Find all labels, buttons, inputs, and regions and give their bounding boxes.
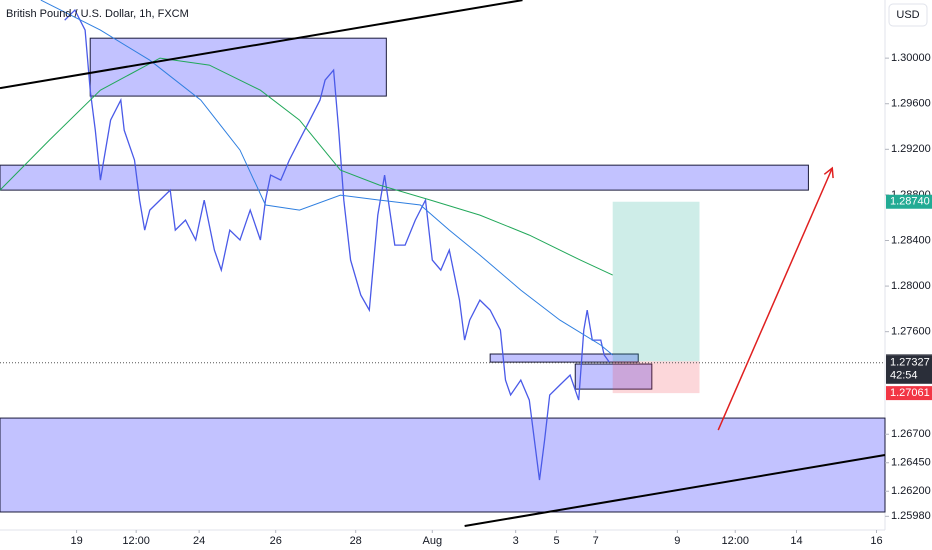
countdown: 42:54 bbox=[890, 370, 918, 382]
zone bbox=[89, 37, 387, 97]
x-tick-label: 12:00 bbox=[122, 535, 150, 547]
stop-zone bbox=[612, 361, 700, 394]
trendline bbox=[0, 0, 523, 90]
x-tick-label: 9 bbox=[674, 535, 680, 547]
price-line bbox=[40, 0, 614, 356]
zone bbox=[574, 363, 653, 390]
price-axis bbox=[885, 0, 932, 550]
x-tick-label: 12:00 bbox=[721, 535, 749, 547]
zone bbox=[0, 164, 809, 191]
y-tick-label: 1.30000 bbox=[891, 52, 931, 64]
price-badge bbox=[886, 355, 932, 384]
y-tick-label: 1.29600 bbox=[891, 98, 931, 110]
y-tick-label: 1.26450 bbox=[891, 457, 931, 469]
x-tick-label: 24 bbox=[193, 535, 205, 547]
plot bbox=[0, 0, 886, 527]
x-tick-label: 26 bbox=[270, 535, 282, 547]
y-tick-label: 1.26200 bbox=[891, 485, 931, 497]
zone bbox=[0, 417, 886, 513]
x-tick-label: 28 bbox=[350, 535, 362, 547]
price-line bbox=[0, 57, 613, 276]
arrow bbox=[717, 167, 833, 431]
target-zone bbox=[612, 201, 700, 362]
x-tick-label: Aug bbox=[422, 535, 442, 547]
y-tick-label: 1.29200 bbox=[891, 143, 931, 155]
y-tick-label: 1.27600 bbox=[891, 326, 931, 338]
price-badge bbox=[886, 386, 932, 401]
x-tick-label: 14 bbox=[790, 535, 802, 547]
zone bbox=[489, 353, 639, 363]
price-badge bbox=[886, 194, 932, 209]
y-tick-label: 1.28400 bbox=[891, 234, 931, 246]
arrow-head bbox=[823, 166, 834, 179]
currency-label: USD bbox=[896, 9, 919, 21]
chart-title: British Pound / U.S. Dollar, 1h, FXCM bbox=[6, 8, 189, 20]
trendline bbox=[464, 454, 886, 527]
price-badge-label: 1.27061 bbox=[890, 387, 930, 399]
x-tick-label: 16 bbox=[870, 535, 882, 547]
currency-button[interactable] bbox=[888, 3, 928, 27]
x-tick-label: 5 bbox=[553, 535, 559, 547]
x-tick-label: 3 bbox=[513, 535, 519, 547]
y-tick-label: 1.28000 bbox=[891, 280, 931, 292]
x-tick-label: 7 bbox=[593, 535, 599, 547]
price-badge-label: 1.27327 bbox=[890, 357, 930, 369]
y-tick-label: 1.25980 bbox=[891, 510, 931, 522]
x-tick-label: 19 bbox=[70, 535, 82, 547]
y-tick-label: 1.26700 bbox=[891, 428, 931, 440]
price-line bbox=[64, 9, 610, 481]
price-badge-label: 1.28740 bbox=[890, 196, 930, 208]
